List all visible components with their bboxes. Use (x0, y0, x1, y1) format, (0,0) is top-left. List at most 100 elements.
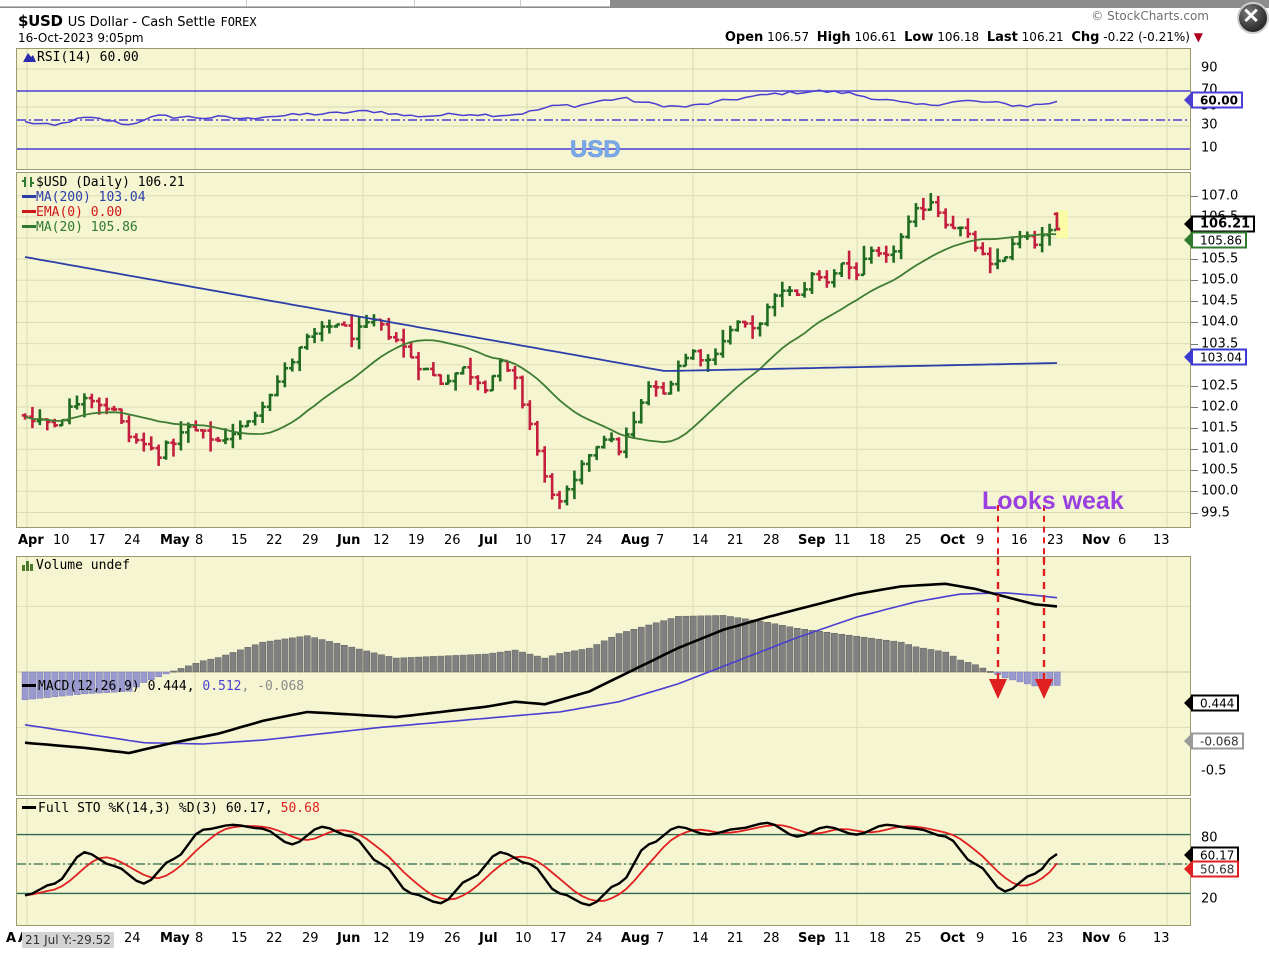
chg-value: -0.22 (-0.21%) (1103, 30, 1190, 44)
price-ytick-3: 105.0 (1201, 272, 1239, 288)
x-axis-label-top-20: 21 (727, 533, 744, 548)
x-axis-label-top-6: 15 (231, 533, 248, 548)
symbol-ticker: $USD (18, 12, 63, 30)
x-axis-label-bottom-24: 18 (869, 931, 886, 946)
price-ytick-dash-3 (1191, 280, 1198, 282)
symbol-description: US Dollar - Cash Settle (67, 15, 216, 30)
close-icon-glyph: ✕ (1242, 4, 1260, 28)
stochastic-plot (17, 799, 1190, 925)
price-ytick-7: 102.5 (1201, 378, 1239, 394)
price-ma200-row: MA(200) 103.04 (22, 190, 185, 205)
rsi-ytick-3: 30 (1201, 117, 1218, 133)
price-ytick-dash-8 (1191, 406, 1198, 408)
price-legend: $USD (Daily) 106.21 MA(200) 103.04 EMA(0… (22, 175, 185, 235)
x-axis-bottom-prefix: A (6, 931, 17, 946)
price-ma20-row: MA(20) 105.86 (22, 220, 185, 235)
x-axis-label-top-15: 17 (550, 533, 567, 548)
macd-value-flag: 0.444 (1191, 694, 1240, 712)
x-axis-label-bottom-22: Sep (798, 931, 826, 946)
price-ema0-row: EMA(0) 0.00 (22, 205, 185, 220)
x-axis-label-top-16: 24 (586, 533, 603, 548)
price-ytick-4: 104.5 (1201, 293, 1239, 309)
price-ytick-10: 101.0 (1201, 441, 1239, 457)
x-axis-label-bottom-23: 11 (834, 931, 851, 946)
annotation-looks-weak: Looks weak (982, 487, 1124, 515)
rsi-panel (16, 48, 1191, 170)
stochastic-legend: Full STO %K(14,3) %D(3) 60.17, 50.68 (22, 801, 320, 816)
ohlc-bars-icon (22, 177, 34, 187)
x-axis-label-bottom-20: 21 (727, 931, 744, 946)
ma20-flag-text: 105.86 (1200, 233, 1242, 247)
sto-k-value: 60.17 (225, 801, 265, 816)
x-axis-label-bottom-13: Jul (479, 931, 498, 946)
browser-tab-strip[interactable] (0, 0, 610, 7)
ma200-value-flag: 103.04 (1191, 348, 1247, 366)
ma20-swatch-icon (22, 225, 36, 228)
rsi-ytick-4: 10 (1201, 140, 1218, 156)
x-axis-label-bottom-26: Oct (940, 931, 965, 946)
annotation-arrow-line-1 (1043, 505, 1045, 565)
annotation-usd: USD (570, 136, 621, 164)
x-axis-top: Apr 10 17 24 May 8 15 22 29 Jun 12 19 26 Jul 10 17 24 Aug… (0, 530, 1269, 556)
price-ytick-6: 103.5 (1201, 336, 1239, 352)
crosshair-tooltip: 21 Jul Y:-29.52 (22, 932, 114, 948)
x-axis-label-top-12: 26 (444, 533, 461, 548)
price-panel (16, 172, 1191, 528)
x-axis-label-top-27: 9 (976, 533, 985, 548)
macd-swatch-icon (22, 684, 36, 687)
x-axis-label-top-0: Apr (18, 533, 44, 548)
x-axis-label-top-5: 8 (195, 533, 204, 548)
x-axis-label-bottom-9: Jun (337, 931, 361, 946)
ma20-value-flag: 105.86 (1191, 231, 1247, 249)
open-value: 106.57 (767, 30, 810, 44)
x-axis-label-bottom-11: 19 (408, 931, 425, 946)
x-axis-label-top-14: 10 (515, 533, 532, 548)
x-axis-label-bottom-30: Nov (1082, 931, 1111, 946)
rsi-plot (17, 49, 1190, 169)
x-axis-label-top-32: 13 (1153, 533, 1170, 548)
x-axis-bottom: Apr101724May8152229Jun121926Jul101724Aug… (0, 928, 1269, 954)
macd-value: 0.444 (147, 679, 187, 694)
x-axis-label-top-31: 6 (1118, 533, 1127, 548)
ma20-flag-pointer (1184, 232, 1192, 248)
x-axis-label-top-2: 17 (89, 533, 106, 548)
rsi-mountain-icon (23, 53, 36, 62)
x-axis-label-top-9: Jun (337, 533, 361, 548)
price-ytick-8: 102.0 (1201, 399, 1239, 415)
price-ytick-dash-13 (1191, 512, 1198, 514)
annotation-arrow-line-0 (997, 505, 999, 565)
ohlc-quote-bar: Open 106.57 High 106.61 Low 106.18 Last … (725, 30, 1203, 45)
low-label: Low (904, 30, 934, 45)
stockcharts-brand: © StockCharts.com (1091, 9, 1209, 23)
x-axis-label-top-3: 24 (124, 533, 141, 548)
rsi-flag-pointer (1184, 92, 1192, 108)
price-last-flag-pointer (1184, 216, 1192, 232)
open-label: Open (724, 30, 764, 45)
close-button[interactable]: ✕ (1235, 0, 1269, 34)
price-ytick-11: 100.5 (1201, 462, 1239, 478)
volume-legend: Volume undef (22, 558, 130, 573)
price-ytick-2: 105.5 (1201, 251, 1239, 267)
x-axis-label-bottom-5: 8 (195, 931, 204, 946)
stochastic-panel (16, 798, 1191, 926)
price-plot (17, 173, 1190, 527)
chg-label: Chg (1071, 30, 1100, 45)
price-ytick-0: 107.0 (1201, 188, 1239, 204)
x-axis-label-bottom-6: 15 (231, 931, 248, 946)
sto-ytick-0: 80 (1201, 830, 1218, 846)
x-axis-label-top-7: 22 (266, 533, 283, 548)
sto-k-flag-text: 60.17 (1200, 848, 1235, 862)
rsi-legend: RSI(14) 60.00 (22, 50, 139, 65)
price-last-flag-text: 106.21 (1200, 216, 1251, 232)
x-axis-label-top-4: May (160, 533, 190, 548)
price-ytick-dash-2 (1191, 259, 1198, 261)
last-label: Last (986, 30, 1018, 45)
rsi-flag-text: 60.00 (1200, 93, 1238, 107)
x-axis-label-bottom-28: 16 (1011, 931, 1028, 946)
sto-d-flag: 50.68 (1191, 860, 1240, 878)
x-axis-label-bottom-31: 6 (1118, 931, 1127, 946)
x-axis-label-top-24: 18 (869, 533, 886, 548)
x-axis-label-bottom-10: 12 (373, 931, 390, 946)
price-ytick-dash-4 (1191, 301, 1198, 303)
